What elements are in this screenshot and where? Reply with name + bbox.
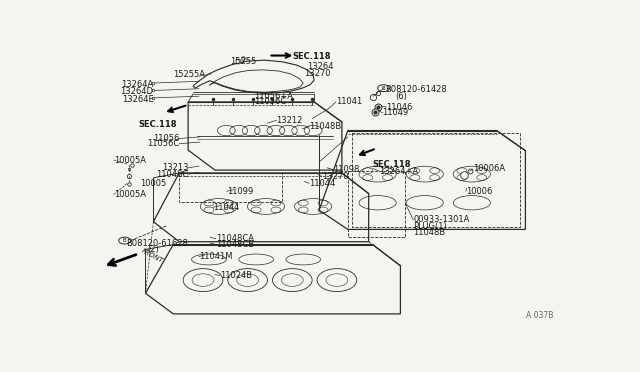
Text: 13270: 13270 [322,172,349,181]
Text: 15255A: 15255A [173,70,205,79]
Text: 11041: 11041 [336,97,362,106]
Text: 11024B: 11024B [220,271,252,280]
Text: 13213: 13213 [162,163,188,172]
Text: 13264D: 13264D [120,87,154,96]
Text: B: B [123,238,127,243]
Text: 13264: 13264 [307,62,333,71]
Text: (6): (6) [396,92,407,101]
Text: 10005: 10005 [141,179,167,188]
Text: 11048B: 11048B [309,122,341,131]
Text: 10005A: 10005A [114,190,146,199]
Text: 00933-1301A: 00933-1301A [413,215,470,224]
Text: 13270: 13270 [304,69,331,78]
Text: SEC.118: SEC.118 [292,52,331,61]
Text: 13212: 13212 [276,116,303,125]
Text: 13264+A: 13264+A [380,167,419,176]
Text: 13264E: 13264E [122,94,154,103]
Text: 11056C: 11056C [255,97,287,106]
Text: 11046: 11046 [387,103,413,112]
Text: 11056C: 11056C [147,139,179,148]
Text: 15255: 15255 [230,57,257,66]
Text: SEC.118: SEC.118 [372,160,411,169]
Text: 11044: 11044 [309,179,335,188]
Text: 11048CB: 11048CB [216,240,254,249]
Text: 11049: 11049 [383,108,409,117]
Text: 10006A: 10006A [473,164,505,173]
Text: 11048B: 11048B [413,228,445,237]
Text: 10005A: 10005A [114,155,146,164]
Text: 11048C: 11048C [156,170,188,179]
Text: FRONT: FRONT [141,248,164,264]
Text: 10006: 10006 [466,187,492,196]
Text: B: B [381,86,385,91]
Text: 11099: 11099 [227,187,253,196]
Text: B08120-61428: B08120-61428 [385,86,447,94]
Text: 11044: 11044 [213,203,239,212]
Text: SEC.118: SEC.118 [138,121,177,129]
Text: 11041M: 11041M [199,252,232,261]
Text: PLUG(1): PLUG(1) [413,222,447,231]
Text: A 037B: A 037B [526,311,554,320]
Text: 13264A: 13264A [121,80,154,89]
Text: 11056+A: 11056+A [255,92,294,101]
Text: 11098: 11098 [333,165,359,174]
Text: B08120-61628: B08120-61628 [125,239,188,248]
Text: 11048CA: 11048CA [216,234,254,243]
Text: (2): (2) [147,245,159,254]
Text: 11056: 11056 [153,134,179,143]
